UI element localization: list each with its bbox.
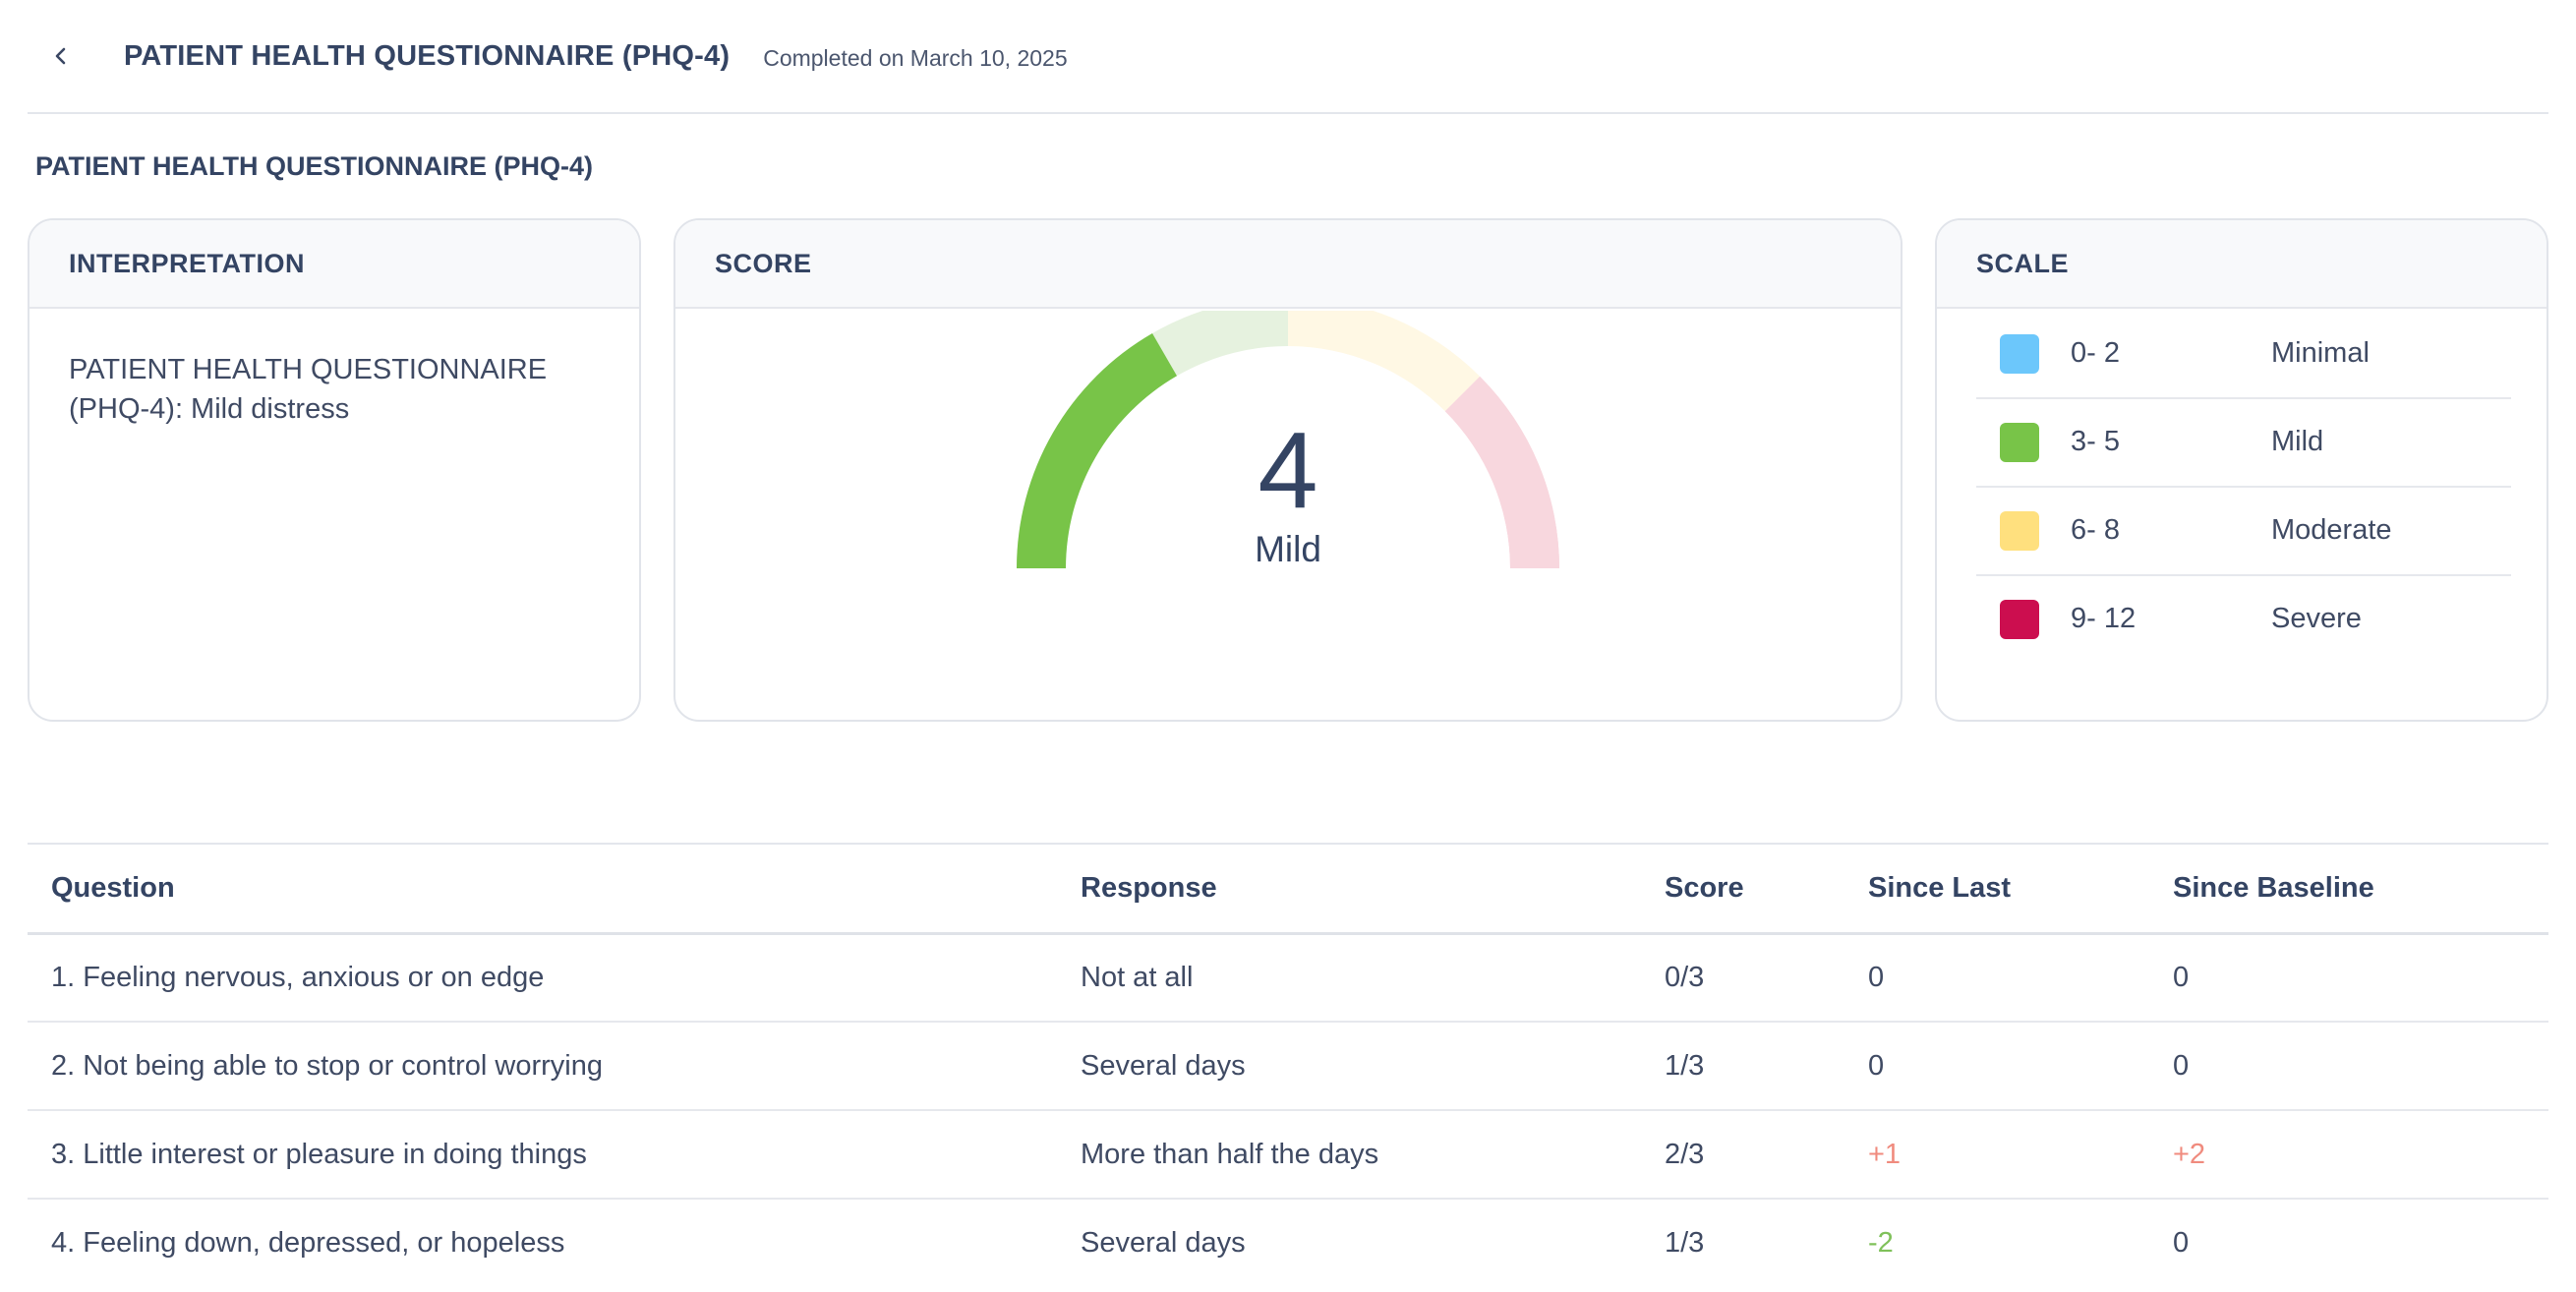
score-label: Mild xyxy=(1255,529,1321,569)
gauge-fill xyxy=(1017,332,1177,568)
top-bar: PATIENT HEALTH QUESTIONNAIRE (PHQ-4) Com… xyxy=(28,0,2548,114)
score-gauge xyxy=(1017,311,1559,568)
scale-list: 0- 2 Minimal 3- 5 Mild 6- 8 Moderate xyxy=(1976,334,2511,708)
score-card: SCORE 4 Mild xyxy=(673,218,1903,722)
interpretation-text: PATIENT HEALTH QUESTIONNAIRE (PHQ-4): Mi… xyxy=(69,354,548,425)
scale-label: Minimal xyxy=(2271,337,2370,369)
scale-row-moderate: 6- 8 Moderate xyxy=(1976,511,2511,619)
score-heading: SCORE xyxy=(675,220,1901,309)
since-last-cell: 0 xyxy=(1844,1022,2149,1111)
header-score: Score xyxy=(1641,845,1844,935)
gauge-band-2 xyxy=(1288,311,1481,412)
scale-swatch xyxy=(2000,423,2039,462)
scale-row-mild: 3- 5 Mild xyxy=(1976,423,2511,531)
scale-divider xyxy=(1976,574,2511,576)
table-divider xyxy=(28,843,2548,845)
scale-divider xyxy=(1976,486,2511,488)
scale-range: 3- 5 xyxy=(2071,426,2120,457)
score-cell: 1/3 xyxy=(1665,1227,1705,1259)
table-row: 1. Feeling nervous, anxious or on edge N… xyxy=(28,933,2548,1023)
interpretation-heading: INTERPRETATION xyxy=(29,220,639,309)
header-response: Response xyxy=(1057,845,1641,935)
scale-swatch xyxy=(2000,511,2039,551)
questions-table: Question Response Score Since Last Since… xyxy=(28,845,2548,1287)
since-last-cell: +1 xyxy=(1844,1110,2149,1200)
scale-card: SCALE 0- 2 Minimal 3- 5 Mild 6- 8 xyxy=(1935,218,2548,722)
gauge-severe-band xyxy=(1444,376,1559,568)
scale-label: Severe xyxy=(2271,603,2362,634)
scale-swatch xyxy=(2000,600,2039,639)
header-since-baseline: Since Baseline xyxy=(2149,845,2548,935)
scale-row-minimal: 0- 2 Minimal xyxy=(1976,334,2511,442)
header-question: Question xyxy=(28,845,1057,935)
since-baseline-cell: 0 xyxy=(2149,933,2548,1023)
scale-swatch xyxy=(2000,334,2039,374)
completed-date: Completed on March 10, 2025 xyxy=(763,44,1068,71)
question-cell: 4. Feeling down, depressed, or hopeless xyxy=(51,1227,565,1259)
table-row: 2. Not being able to stop or control wor… xyxy=(28,1022,2548,1111)
back-button[interactable] xyxy=(41,36,81,76)
question-cell: 3. Little interest or pleasure in doing … xyxy=(28,1110,1057,1200)
since-baseline-cell: 0 xyxy=(2173,1227,2190,1259)
table-row: 3. Little interest or pleasure in doing … xyxy=(28,1110,2548,1200)
summary-cards: INTERPRETATION PATIENT HEALTH QUESTIONNA… xyxy=(28,185,2548,781)
score-value: 4 xyxy=(1258,410,1318,531)
chevron-left-icon xyxy=(55,47,66,65)
scale-range: 9- 12 xyxy=(2071,603,2137,634)
scale-range: 6- 8 xyxy=(2071,514,2120,546)
question-cell: 1. Feeling nervous, anxious or on edge xyxy=(28,933,1057,1023)
page-title: PATIENT HEALTH QUESTIONNAIRE (PHQ-4) xyxy=(124,39,731,72)
scale-label: Mild xyxy=(2271,426,2324,457)
score-cell: 0/3 xyxy=(1641,933,1844,1023)
section-title: PATIENT HEALTH QUESTIONNAIRE (PHQ-4) xyxy=(35,151,593,181)
since-last-cell: -2 xyxy=(1868,1227,1894,1259)
since-baseline-cell: 0 xyxy=(2149,1022,2548,1111)
score-cell: 1/3 xyxy=(1641,1022,1844,1111)
since-baseline-cell: +2 xyxy=(2149,1110,2548,1200)
response-cell: More than half the days xyxy=(1057,1110,1641,1200)
since-last-cell: 0 xyxy=(1844,933,2149,1023)
score-cell: 2/3 xyxy=(1641,1110,1844,1200)
questions-table-wrap: Question Response Score Since Last Since… xyxy=(28,843,2548,1287)
scale-label: Moderate xyxy=(2271,514,2392,546)
header-since-last: Since Last xyxy=(1844,845,2149,935)
scale-range: 0- 2 xyxy=(2071,337,2120,369)
question-cell: 2. Not being able to stop or control wor… xyxy=(28,1022,1057,1111)
scale-row-severe: 9- 12 Severe xyxy=(1976,600,2511,708)
response-cell: Several days xyxy=(1057,1022,1641,1111)
table-row: 4. Feeling down, depressed, or hopeless … xyxy=(28,1199,2548,1287)
scale-heading: SCALE xyxy=(1937,220,2547,309)
scale-divider xyxy=(1976,397,2511,399)
interpretation-card: INTERPRETATION PATIENT HEALTH QUESTIONNA… xyxy=(28,218,641,722)
table-header-row: Question Response Score Since Last Since… xyxy=(28,845,2548,935)
response-cell: Several days xyxy=(1081,1227,1246,1259)
response-cell: Not at all xyxy=(1057,933,1641,1023)
